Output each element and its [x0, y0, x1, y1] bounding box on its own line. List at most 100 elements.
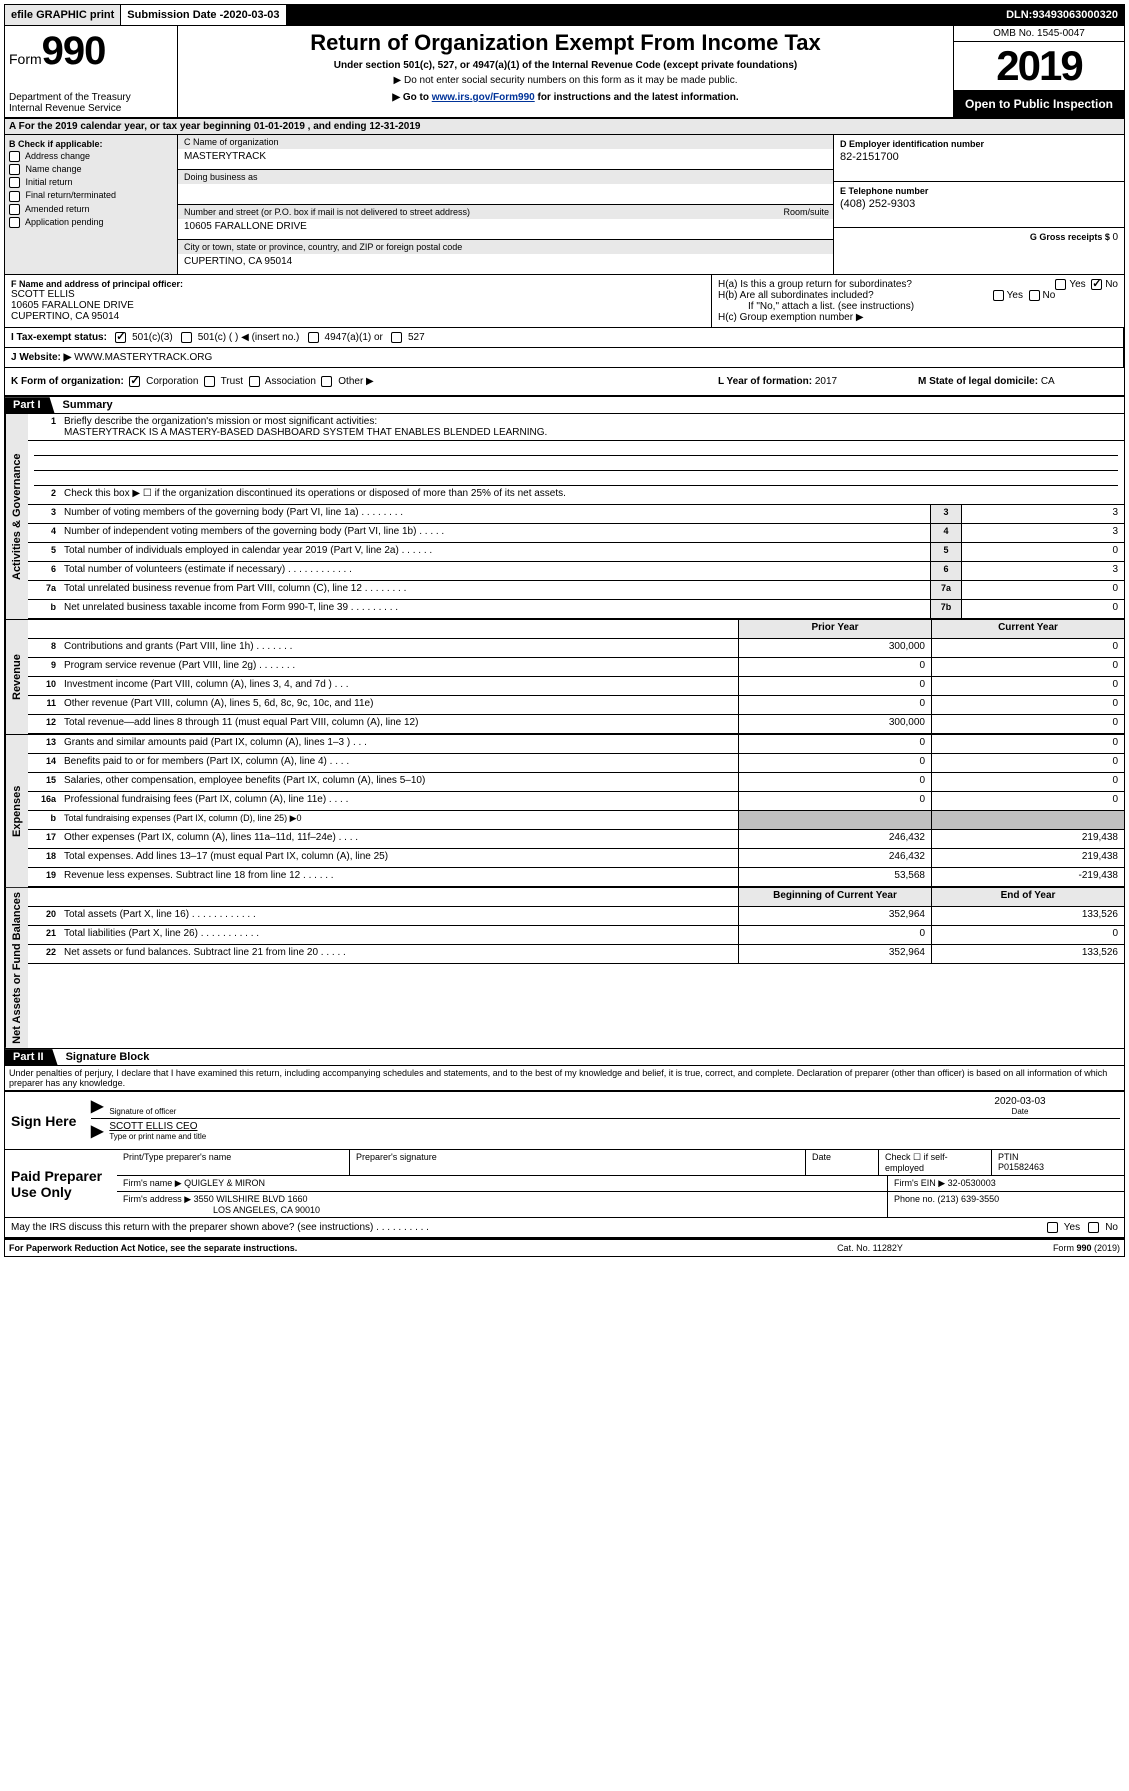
footer-cat-no: Cat. No. 11282Y	[770, 1243, 970, 1253]
part-1-tab: Part I	[5, 397, 55, 413]
paid-preparer-label: Paid Preparer Use Only	[5, 1150, 117, 1217]
sig-officer-label: Signature of officer	[109, 1107, 920, 1116]
corporation-checkbox[interactable]	[129, 376, 140, 387]
box-b-item[interactable]: Address change	[9, 151, 173, 162]
officer-label: F Name and address of principal officer:	[11, 279, 705, 289]
firm-name-value: QUIGLEY & MIRON	[184, 1178, 265, 1188]
preparer-date-hdr: Date	[806, 1150, 879, 1175]
4947-checkbox[interactable]	[308, 332, 319, 343]
part-1-header: Part I Summary	[5, 397, 1124, 414]
phone-label: E Telephone number	[840, 186, 1118, 196]
tax-period-row: A For the 2019 calendar year, or tax yea…	[5, 119, 1124, 135]
org-name-label: C Name of organization	[178, 135, 833, 149]
ptin-label: PTIN	[998, 1152, 1118, 1162]
form-subtitle-1: Under section 501(c), 527, or 4947(a)(1)…	[186, 60, 945, 71]
footer-left: For Paperwork Reduction Act Notice, see …	[9, 1243, 770, 1253]
sign-date: 2020-03-03	[920, 1096, 1120, 1107]
header-title-cell: Return of Organization Exempt From Incom…	[178, 26, 954, 117]
box-b-item[interactable]: Amended return	[9, 204, 173, 215]
sig-arrow-icon-2: ▶	[91, 1121, 103, 1141]
527-checkbox[interactable]	[391, 332, 402, 343]
print-name-label: Type or print name and title	[109, 1132, 1120, 1141]
header-left-cell: Form990 Department of the Treasury Inter…	[5, 26, 178, 117]
box-f-officer: F Name and address of principal officer:…	[5, 275, 712, 327]
tax-exempt-status-row: I Tax-exempt status: 501(c)(3) 501(c) ( …	[5, 328, 1124, 348]
summary-row: 9Program service revenue (Part VIII, lin…	[28, 658, 1124, 677]
header-right-cell: OMB No. 1545-0047 2019 Open to Public In…	[954, 26, 1124, 117]
other-checkbox[interactable]	[321, 376, 332, 387]
trust-checkbox[interactable]	[204, 376, 215, 387]
summary-row: 20Total assets (Part X, line 16) . . . .…	[28, 907, 1124, 926]
discuss-no-checkbox[interactable]	[1088, 1222, 1099, 1233]
instructions-link[interactable]: www.irs.gov/Form990	[432, 92, 535, 103]
self-employed-check[interactable]: Check ☐ if self-employed	[879, 1150, 992, 1175]
page-footer: For Paperwork Reduction Act Notice, see …	[5, 1239, 1124, 1256]
street-value: 10605 FARALLONE DRIVE	[184, 221, 307, 232]
box-b-checklist: B Check if applicable: Address change Na…	[5, 135, 178, 274]
summary-row: 3Number of voting members of the governi…	[28, 505, 1124, 524]
summary-row: 19Revenue less expenses. Subtract line 1…	[28, 868, 1124, 887]
top-toolbar: efile GRAPHIC print Submission Date - 20…	[4, 4, 1125, 26]
box-b-item[interactable]: Initial return	[9, 177, 173, 188]
section-tab: Activities & Governance	[5, 414, 28, 619]
domicile-value: CA	[1041, 376, 1055, 387]
tax-year: 2019	[954, 42, 1124, 91]
website-row: J Website: ▶ WWW.MASTERYTRACK.ORG	[5, 348, 1124, 368]
signature-block: Sign Here ▶ 2020-03-03 Signature of offi…	[5, 1090, 1124, 1239]
col-header-prior: Prior Year	[738, 620, 931, 638]
summary-row: 21Total liabilities (Part X, line 26) . …	[28, 926, 1124, 945]
box-c-name-address: C Name of organization MASTERYTRACK Doin…	[178, 135, 834, 274]
part-2-tab: Part II	[5, 1049, 58, 1065]
entity-info-grid: B Check if applicable: Address change Na…	[5, 135, 1124, 275]
gross-receipts-label: G Gross receipts $	[1030, 232, 1113, 242]
summary-row: 22Net assets or fund balances. Subtract …	[28, 945, 1124, 964]
city-label: City or town, state or province, country…	[178, 240, 833, 254]
summary-row: 15Salaries, other compensation, employee…	[28, 773, 1124, 792]
h-a-label: H(a) Is this a group return for subordin…	[718, 279, 912, 290]
irs-discuss-text: May the IRS discuss this return with the…	[11, 1222, 1047, 1233]
officer-street: 10605 FARALLONE DRIVE	[11, 300, 705, 311]
summary-row: 14Benefits paid to or for members (Part …	[28, 754, 1124, 773]
summary-row: 13Grants and similar amounts paid (Part …	[28, 735, 1124, 754]
form-of-org-row: K Form of organization: Corporation Trus…	[5, 368, 1124, 397]
preparer-phone-value: (213) 639-3550	[938, 1194, 1000, 1204]
summary-row: 18Total expenses. Add lines 13–17 (must …	[28, 849, 1124, 868]
box-d-e-g: D Employer identification number 82-2151…	[834, 135, 1124, 274]
perjury-declaration: Under penalties of perjury, I declare th…	[5, 1066, 1124, 1090]
box-k-label: K Form of organization:	[11, 376, 124, 387]
open-to-public: Open to Public Inspection	[954, 91, 1124, 117]
year-formation-value: 2017	[815, 376, 837, 387]
501c-checkbox[interactable]	[181, 332, 192, 343]
501c3-checkbox[interactable]	[115, 332, 126, 343]
firm-ein-label: Firm's EIN ▶	[894, 1178, 945, 1188]
h-a-no-checkbox[interactable]	[1091, 279, 1102, 290]
h-b-yes-checkbox[interactable]	[993, 290, 1004, 301]
firm-addr1-value: 3550 WILSHIRE BLVD 1660	[194, 1194, 308, 1204]
efile-button[interactable]: efile GRAPHIC print	[5, 5, 121, 25]
box-b-item[interactable]: Application pending	[9, 217, 173, 228]
part-2-title: Signature Block	[58, 1051, 150, 1063]
preparer-phone-label: Phone no.	[894, 1194, 938, 1204]
box-b-item[interactable]: Final return/terminated	[9, 190, 173, 201]
preparer-grid: Print/Type preparer's name Preparer's si…	[117, 1150, 1124, 1217]
h-b-label: H(b) Are all subordinates included?	[718, 290, 874, 301]
domicile-label: M State of legal domicile:	[918, 376, 1041, 387]
box-b-label: B Check if applicable:	[9, 139, 173, 149]
box-b-item[interactable]: Name change	[9, 164, 173, 175]
h-a-yes-checkbox[interactable]	[1055, 279, 1066, 290]
association-checkbox[interactable]	[249, 376, 260, 387]
irs-discuss-row: May the IRS discuss this return with the…	[5, 1218, 1124, 1239]
officer-print-name: SCOTT ELLIS CEO	[109, 1121, 1120, 1132]
h-b-no-checkbox[interactable]	[1029, 290, 1040, 301]
preparer-name-hdr: Print/Type preparer's name	[117, 1150, 350, 1175]
summary-row: 4Number of independent voting members of…	[28, 524, 1124, 543]
form-header: Form990 Department of the Treasury Inter…	[5, 26, 1124, 119]
discuss-yes-checkbox[interactable]	[1047, 1222, 1058, 1233]
summary-row: 6Total number of volunteers (estimate if…	[28, 562, 1124, 581]
col-header-prior: Beginning of Current Year	[738, 888, 931, 906]
firm-addr2-value: LOS ANGELES, CA 90010	[123, 1205, 881, 1215]
part-1-title: Summary	[55, 399, 113, 411]
ein-value: 82-2151700	[840, 151, 1118, 163]
dba-label: Doing business as	[178, 170, 833, 184]
officer-city: CUPERTINO, CA 95014	[11, 311, 705, 322]
